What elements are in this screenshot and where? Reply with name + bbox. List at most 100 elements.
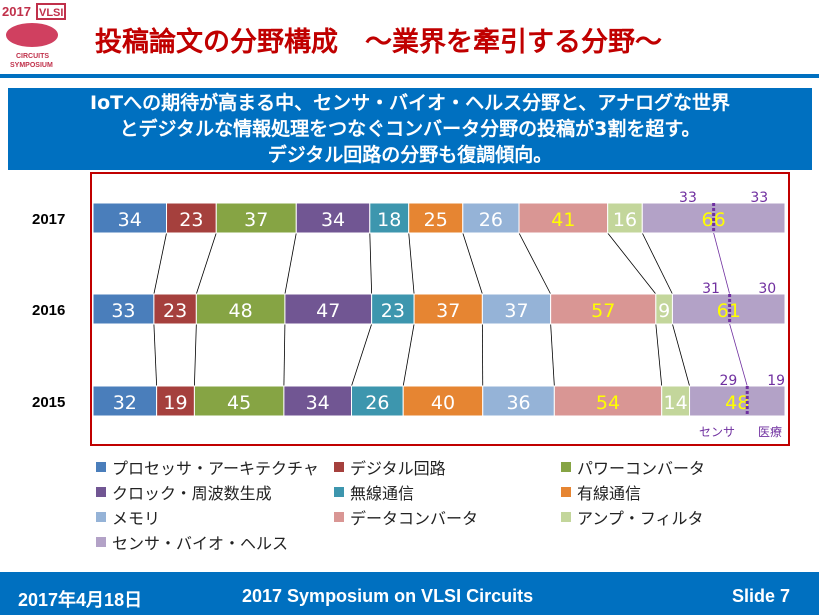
legend-label: クロック・周波数生成 [112,484,272,503]
connector-line [194,323,197,387]
data-label: 45 [227,392,251,414]
connector-line [462,232,483,295]
bar-segment [689,385,786,417]
legend-item: クロック・周波数生成 [96,480,272,504]
medical-label: 33 [750,190,768,206]
legend-swatch [96,462,106,472]
connector-line [402,323,415,387]
legend-label: プロセッサ・アーキテクチャ [112,459,319,478]
legend-item: デジタル回路 [334,455,446,479]
legend-swatch [334,512,344,522]
legend-label: デジタル回路 [350,459,446,478]
bar-segment [661,385,691,417]
data-label: 23 [179,209,203,231]
bar-segment [295,202,371,234]
legend-swatch [96,512,106,522]
legend-label: メモリ [112,509,161,528]
category-label: 2017 [32,211,65,228]
data-label: 54 [596,392,620,414]
bar-segment [371,293,415,325]
sensor-label: 29 [719,373,737,389]
legend-label: データコンバータ [350,509,479,528]
footer-event: 2017 Symposium on VLSI Circuits [242,586,534,606]
connector-line [655,323,663,387]
bar-segment [92,202,168,234]
data-label: 26 [479,209,503,231]
bar-segment [369,202,410,234]
data-label: 37 [504,300,528,322]
data-label: 25 [424,209,448,231]
data-label: 32 [113,392,137,414]
sensor-label: 33 [679,190,697,206]
legend-swatch [96,537,106,547]
sensor-connector [729,323,748,387]
plot-frame [90,172,790,446]
legend-swatch [561,512,571,522]
legend-item: データコンバータ [334,505,478,529]
banner-line: IoTへの期待が高まる中、センサ・バイオ・ヘルス分野と、アナログな世界 [90,92,730,114]
legend-item: アンプ・フィルタ [561,505,704,529]
legend-swatch [96,487,106,497]
data-label: 48 [229,300,253,322]
svg-text:SYMPOSIUM: SYMPOSIUM [10,62,53,69]
slide-number: Slide 7 [732,586,791,606]
bar-segment [402,385,484,417]
legend-item: パワーコンバータ [561,455,705,479]
bar-segment [607,202,643,234]
connector-line [641,232,673,295]
sensor-axis-label: センサ [699,425,735,439]
bar-segment [550,293,657,325]
medical-label: 19 [767,373,785,389]
data-label: 33 [111,300,135,322]
legend-label: 有線通信 [577,484,642,503]
legend-label: 無線通信 [350,484,415,503]
data-label: 37 [244,209,268,231]
connector-line [284,232,297,295]
category-label: 2016 [32,302,65,319]
svg-text:2017: 2017 [2,4,31,19]
legend-label: センサ・バイオ・ヘルス [112,534,289,553]
summary-banner: IoTへの期待が高まる中、センサ・バイオ・ヘルス分野と、アナログな世界 とデジタ… [8,88,812,170]
data-label: 18 [377,209,401,231]
connector-line [195,232,217,295]
data-label: 34 [321,209,345,231]
legend-swatch [561,462,571,472]
connector-line [369,232,373,295]
data-label: 37 [436,300,460,322]
data-label: 9 [658,300,670,322]
legend-item: センサ・バイオ・ヘルス [96,530,288,554]
connector-line [351,323,373,387]
connector-line [672,323,690,387]
bar-segment [462,202,520,234]
banner-line: デジタル回路の分野も復調傾向。 [267,144,553,166]
data-label: 57 [591,300,615,322]
bar-segment [553,385,663,417]
bar-segment [153,293,197,325]
data-label: 34 [118,209,142,231]
data-label: 16 [613,209,637,231]
medical-axis-label: 医療 [758,425,782,439]
legend-label: パワーコンバータ [577,459,706,478]
legend-swatch [561,487,571,497]
svg-text:VLSI: VLSI [39,7,63,19]
bar-segment [481,293,552,325]
svg-text:CIRCUITS: CIRCUITS [16,53,49,60]
legend-item: 有線通信 [561,480,641,504]
bar-segment [156,385,195,417]
data-label: 48 [725,392,749,414]
footer-date: 2017年4月18日 [18,590,143,610]
data-label: 36 [506,392,530,414]
data-label: 23 [163,300,187,322]
banner-line: とデジタルな情報処理をつなぐコンバータ分野の投稿が3割を超す。 [119,118,701,140]
vlsi-logo: 2017 VLSI CIRCUITS SYMPOSIUM [2,2,66,72]
data-label: 26 [365,392,389,414]
data-label: 41 [551,209,575,231]
bar-segment [284,293,373,325]
footer: 2017年4月18日 2017 Symposium on VLSI Circui… [0,572,819,615]
page-title: 投稿論文の分野構成 ～業界を牽引する分野～ [95,27,662,58]
legend-item: メモリ [96,505,160,529]
bar-segment [408,202,464,234]
connector-line [283,323,286,387]
data-label: 47 [316,300,340,322]
legend-item: プロセッサ・アーキテクチャ [96,455,319,479]
